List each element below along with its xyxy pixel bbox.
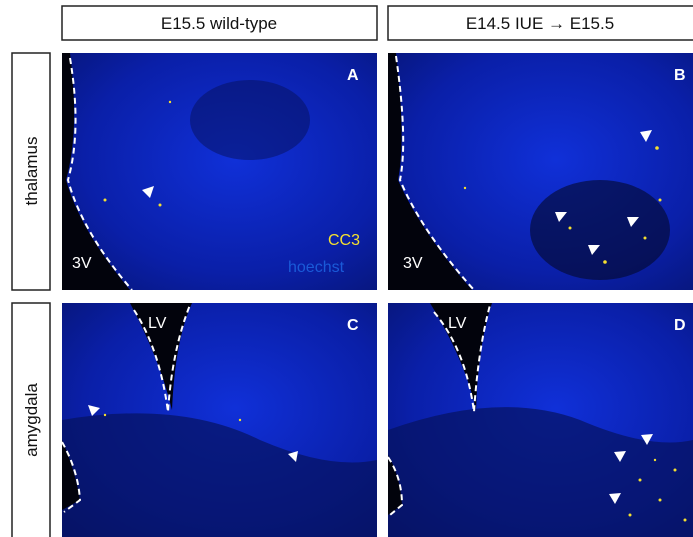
panel-letter: C: [347, 317, 359, 334]
row-label-box: [11, 302, 51, 537]
region-label: 3V: [403, 255, 423, 272]
legend-hoechst: hoechst: [288, 259, 345, 276]
panel-letter: A: [347, 67, 359, 84]
legend-cc3: CC3: [328, 232, 360, 249]
column-header-box: [61, 5, 378, 41]
panel: [388, 53, 693, 290]
panel-letter: B: [674, 67, 686, 84]
region-label: 3V: [72, 255, 92, 272]
panel: [388, 303, 693, 537]
column-header-box: [387, 5, 693, 41]
panel: [62, 53, 377, 290]
row-label: thalamus: [22, 137, 41, 206]
column-header: E15.5 wild-type: [161, 14, 277, 33]
row-label-box: [11, 52, 51, 291]
row-label: amygdala: [22, 383, 41, 457]
region-label: LV: [148, 315, 167, 332]
panel-letter: D: [674, 317, 686, 334]
panel: [62, 303, 377, 537]
column-header: E14.5 IUE → E15.5: [466, 14, 614, 33]
region-label: LV: [448, 315, 467, 332]
